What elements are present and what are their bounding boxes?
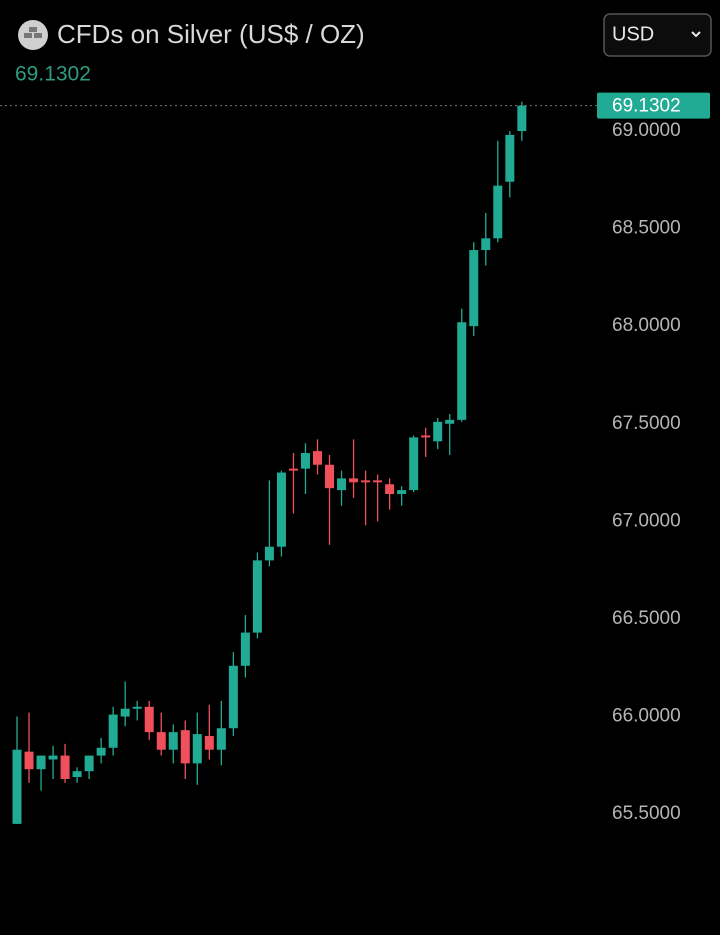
candle-body [192,734,202,764]
candle-body [108,714,118,748]
current-price: 69.1302 [15,63,91,86]
candle-body [228,665,238,729]
candle-body [493,185,503,239]
candle-body [433,421,443,442]
y-tick-label: 66.5000 [612,608,681,629]
candle-body [264,546,274,561]
y-tick-label: 66.0000 [612,706,681,727]
candle-body [349,478,359,483]
title: CFDs on Silver (US$ / OZ) [57,19,365,49]
candle-body [252,560,262,633]
candle-body [72,771,82,778]
candle-body [84,755,94,772]
candle-body [120,708,130,717]
candle-body [445,419,455,424]
candle-body [96,747,106,756]
candle-body [156,732,166,750]
dropdown-arrow [691,31,701,38]
candle-body [132,706,142,709]
candle-body [24,751,34,770]
last-price-label: 69.1302 [612,96,681,117]
candle-body [300,453,310,469]
candle-body [48,755,58,760]
y-tick-label: 68.0000 [612,315,681,336]
candle-body [457,322,467,420]
candle-body [373,480,383,483]
candle-body [337,478,347,491]
y-tick-label: 69.0000 [612,120,681,141]
candle-body [204,736,214,750]
y-tick-label: 68.5000 [612,218,681,239]
candle-body [180,730,190,764]
candle-body [216,728,226,750]
y-tick-label: 65.5000 [612,803,681,824]
candle-body [361,480,371,483]
candle-body [313,451,322,465]
candle-body [325,464,335,489]
candle-body [409,437,419,491]
last-price-badge [597,92,710,119]
candle-body [385,484,395,495]
candle-body [144,706,154,733]
candle-body [505,134,515,182]
currency-label: USD [612,23,654,45]
candle-body [240,632,250,666]
silver-icon [18,20,48,50]
candle-body [288,468,298,471]
candle-body [517,105,527,131]
y-tick-label: 67.5000 [612,413,681,434]
currency-select[interactable] [603,13,712,57]
candle-body [12,749,22,824]
y-tick-label: 67.0000 [612,510,681,531]
candle-body [36,755,46,770]
candle-body [481,238,491,251]
candle-body [397,490,407,495]
candle-body [60,755,70,779]
candle-body [469,250,479,327]
candle-body [276,472,286,547]
candle-body [168,732,178,750]
candle-body [421,435,431,438]
